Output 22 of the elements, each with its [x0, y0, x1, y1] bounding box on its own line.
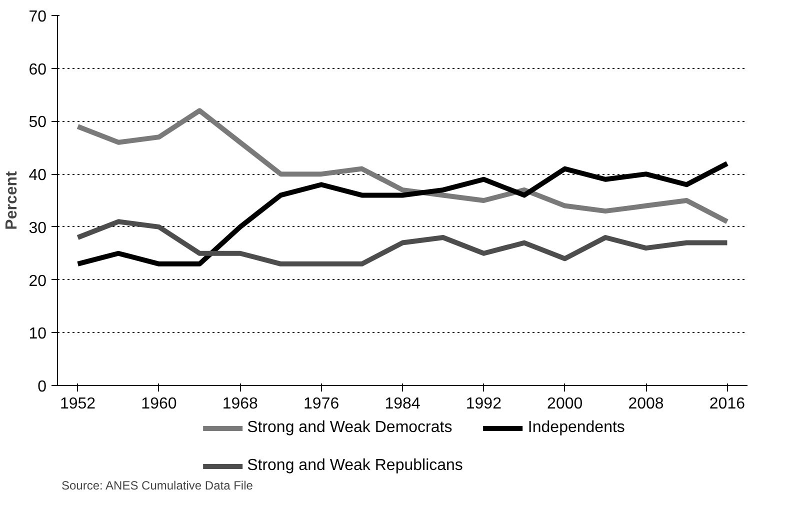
legend-label: Strong and Weak Republicans — [247, 457, 463, 475]
x-tick-label: 2008 — [628, 396, 664, 412]
y-axis-title: Percent — [4, 170, 21, 230]
x-tick-label: 2000 — [547, 396, 583, 412]
source-note: Source: ANES Cumulative Data File — [62, 478, 254, 492]
y-tick-label: 40 — [28, 167, 47, 184]
x-tick-label: 2016 — [709, 396, 746, 412]
y-tick-label: 20 — [28, 272, 47, 290]
x-tick-label: 1968 — [222, 396, 258, 412]
x-tick-label: 1952 — [60, 396, 96, 412]
y-tick-label: 60 — [28, 61, 47, 78]
legend-label: Strong and Weak Democrats — [247, 419, 452, 437]
y-tick-label: 30 — [28, 220, 47, 237]
x-tick-label: 1960 — [141, 396, 177, 412]
y-tick-label: 70 — [28, 8, 47, 26]
x-tick-label: 1992 — [466, 396, 502, 412]
x-tick-label: 1976 — [304, 396, 340, 412]
legend-label: Independents — [528, 419, 625, 437]
x-tick-label: 1984 — [384, 396, 420, 412]
y-tick-label: 50 — [28, 114, 47, 132]
y-tick-label: 0 — [38, 378, 47, 396]
y-tick-label: 10 — [28, 326, 47, 343]
